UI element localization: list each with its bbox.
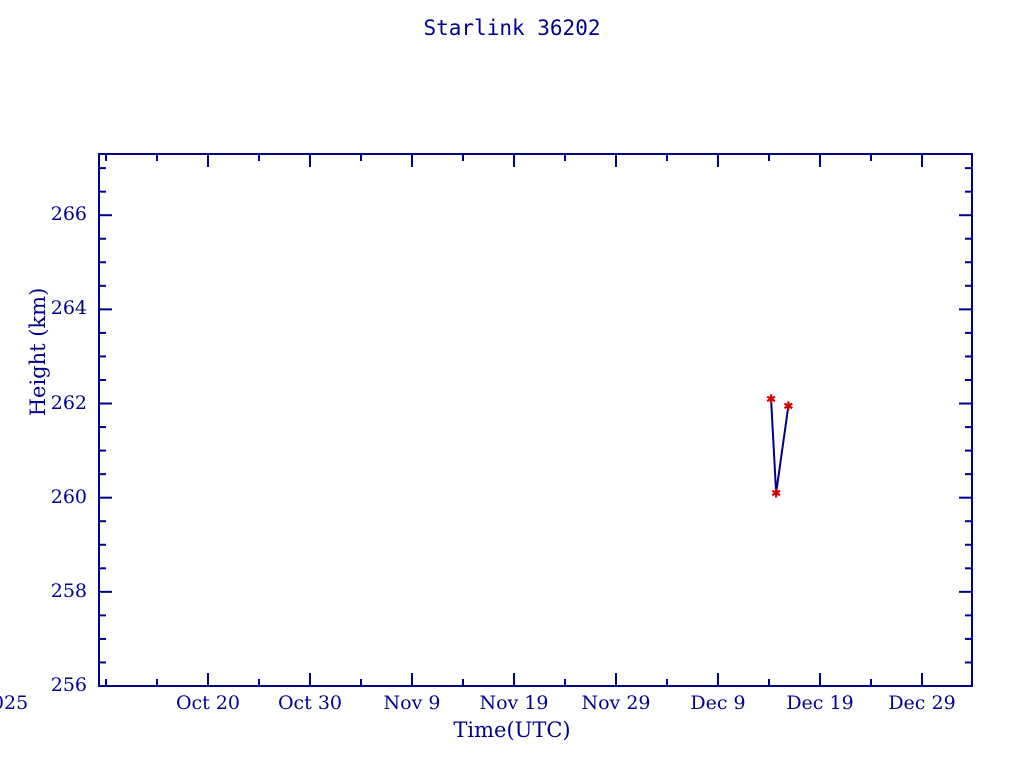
data-point-marker (783, 401, 793, 411)
x-axis-ticks (105, 154, 923, 686)
y-tick-label: 266 (50, 203, 87, 226)
y-axis-ticks (99, 167, 972, 687)
x-tick-label: Nov 9 (383, 692, 441, 714)
x-tick-label: Oct 20 (175, 692, 241, 714)
data-series-line (770, 398, 790, 494)
x-tick-label: Nov 29 (581, 692, 651, 714)
y-tick-label: 256 (50, 674, 87, 696)
y-tick-label: 258 (50, 579, 87, 602)
y-tick-label: 260 (50, 485, 87, 508)
plot-frame (98, 153, 973, 687)
x-axis-title: Time(UTC) (453, 718, 571, 742)
y-tick-label: 262 (50, 391, 87, 414)
data-point-marker (771, 488, 781, 498)
x-tick-label: 2025 (0, 692, 29, 714)
x-tick-label: Nov 19 (479, 692, 549, 714)
x-tick-label: Dec 19 (786, 692, 854, 714)
data-point-markers (766, 394, 793, 498)
data-point-marker (766, 394, 776, 404)
x-tick-label: Dec 29 (888, 692, 956, 714)
y-tick-label: 264 (50, 297, 87, 320)
x-tick-label: Dec 9 (690, 692, 746, 714)
chart-title: Starlink 36202 (423, 16, 601, 40)
x-tick-label: Oct 30 (277, 692, 343, 714)
